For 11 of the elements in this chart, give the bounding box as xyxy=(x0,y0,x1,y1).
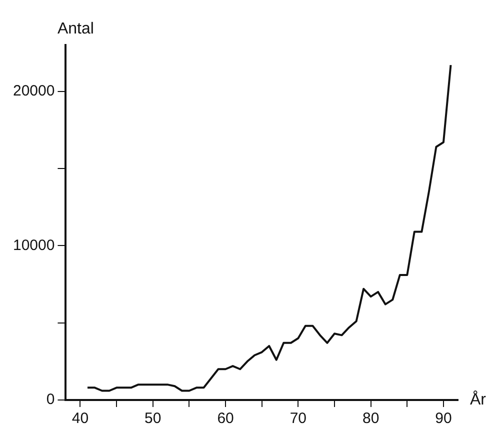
x-tick-label: 80 xyxy=(362,410,380,428)
y-tick-label: 0 xyxy=(46,391,55,408)
y-axis-title: Antal xyxy=(57,20,94,38)
x-tick-label: 70 xyxy=(290,410,307,428)
x-tick-label: 40 xyxy=(72,410,89,428)
y-tick-label: 20000 xyxy=(12,82,55,100)
x-tick-label: 90 xyxy=(435,410,452,428)
x-tick-label: 50 xyxy=(144,410,162,428)
x-tick-label: 60 xyxy=(217,410,234,428)
y-tick-label: 10000 xyxy=(12,236,55,254)
x-axis-title: År xyxy=(470,390,487,408)
